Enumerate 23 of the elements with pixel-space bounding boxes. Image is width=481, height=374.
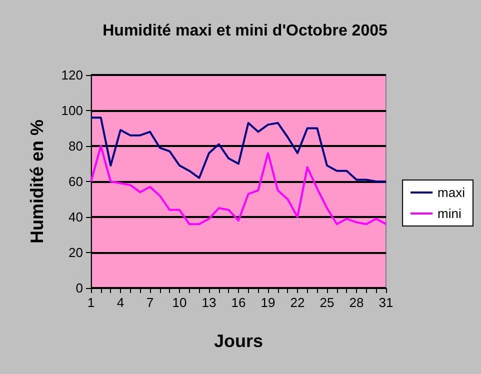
y-axis-title: Humidité en %	[27, 119, 47, 244]
x-tick-label: 19	[260, 295, 276, 310]
chart-title: Humidité maxi et mini d'Octobre 2005	[102, 22, 388, 40]
x-tick-label: 16	[231, 295, 246, 310]
y-tick-label: 80	[68, 138, 83, 154]
legend-label: mini	[438, 206, 462, 221]
x-tick-label: 1	[87, 295, 95, 310]
y-tick-label: 120	[61, 68, 83, 82]
y-tick-label: 100	[61, 103, 83, 118]
x-tick-label: 4	[116, 295, 124, 310]
x-tick-label: 10	[172, 295, 187, 310]
x-tick-label: 7	[146, 295, 154, 310]
y-tick-label: 20	[68, 245, 83, 260]
x-tick-label: 25	[320, 295, 334, 310]
x-axis-title: Jours	[214, 331, 264, 351]
legend-label: maxi	[438, 185, 466, 200]
y-tick-label: 0	[76, 280, 83, 296]
x-tick-label: 22	[290, 295, 305, 310]
x-tick-label: 31	[378, 295, 394, 310]
x-tick-label: 13	[202, 295, 216, 310]
y-tick-label: 40	[68, 210, 83, 224]
x-tick-label: 28	[349, 295, 364, 310]
y-tick-label: 60	[68, 174, 83, 189]
